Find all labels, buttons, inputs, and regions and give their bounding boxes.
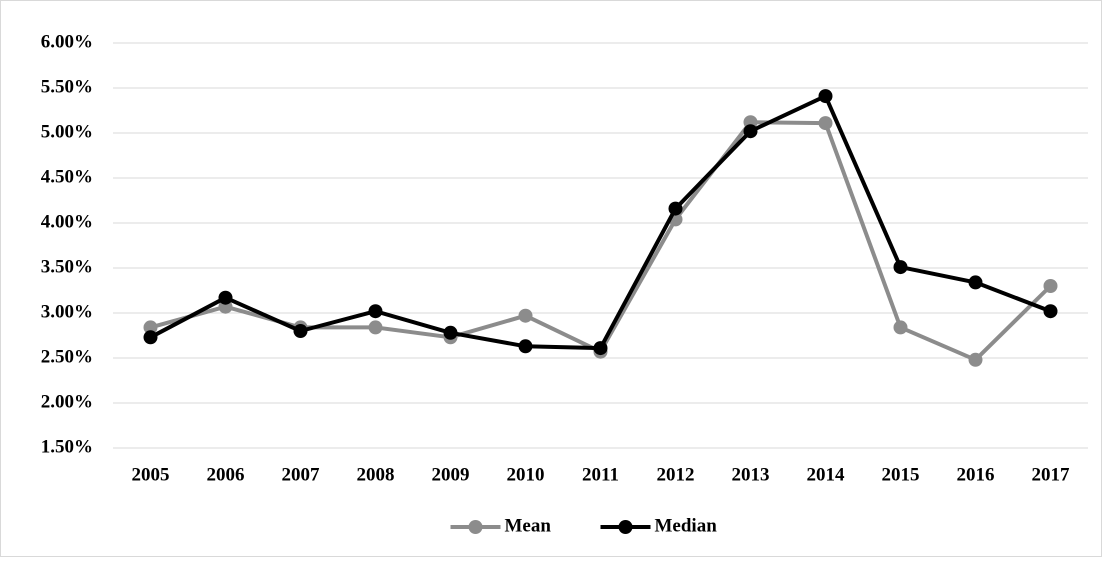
data-point bbox=[968, 275, 983, 290]
x-tick-label: 2010 bbox=[507, 464, 545, 485]
data-point bbox=[443, 325, 458, 340]
data-point bbox=[518, 308, 533, 323]
x-tick-label: 2015 bbox=[882, 464, 920, 485]
y-tick-label: 5.00% bbox=[41, 121, 93, 142]
data-point bbox=[1043, 279, 1058, 293]
x-tick-label: 2007 bbox=[282, 464, 321, 485]
legend-marker bbox=[618, 520, 633, 534]
data-point bbox=[293, 324, 308, 338]
y-tick-label: 3.50% bbox=[41, 256, 93, 277]
x-tick-label: 2008 bbox=[357, 464, 395, 485]
y-tick-label: 2.00% bbox=[41, 391, 93, 412]
x-tick-label: 2012 bbox=[657, 464, 695, 485]
data-point bbox=[518, 339, 533, 354]
data-point bbox=[593, 341, 608, 356]
legend-label: Median bbox=[655, 515, 718, 536]
data-point bbox=[968, 352, 983, 367]
x-tick-label: 2016 bbox=[957, 464, 995, 485]
legend-marker bbox=[468, 520, 483, 534]
data-point bbox=[368, 320, 383, 335]
y-tick-label: 1.50% bbox=[41, 436, 93, 457]
x-tick-label: 2014 bbox=[807, 464, 846, 485]
y-tick-label: 5.50% bbox=[41, 76, 93, 97]
data-point bbox=[893, 320, 908, 335]
x-tick-label: 2011 bbox=[582, 464, 619, 485]
y-tick-label: 2.50% bbox=[41, 346, 93, 367]
x-tick-label: 2013 bbox=[732, 464, 770, 485]
data-point bbox=[1043, 304, 1058, 319]
data-point bbox=[668, 201, 683, 216]
data-point bbox=[893, 260, 908, 275]
y-tick-label: 4.50% bbox=[41, 166, 93, 187]
data-point bbox=[143, 330, 158, 345]
data-point bbox=[218, 290, 233, 305]
data-point bbox=[818, 89, 833, 104]
data-point bbox=[368, 304, 383, 319]
x-tick-label: 2017 bbox=[1032, 464, 1071, 485]
y-tick-label: 6.00% bbox=[41, 31, 93, 52]
data-point bbox=[743, 124, 758, 139]
y-tick-label: 3.00% bbox=[41, 301, 93, 322]
x-tick-label: 2005 bbox=[132, 464, 170, 485]
x-tick-label: 2006 bbox=[207, 464, 245, 485]
x-tick-label: 2009 bbox=[432, 464, 470, 485]
data-point bbox=[818, 116, 833, 131]
legend-label: Mean bbox=[505, 515, 552, 536]
data-point bbox=[143, 320, 158, 335]
y-tick-label: 4.00% bbox=[41, 211, 93, 232]
